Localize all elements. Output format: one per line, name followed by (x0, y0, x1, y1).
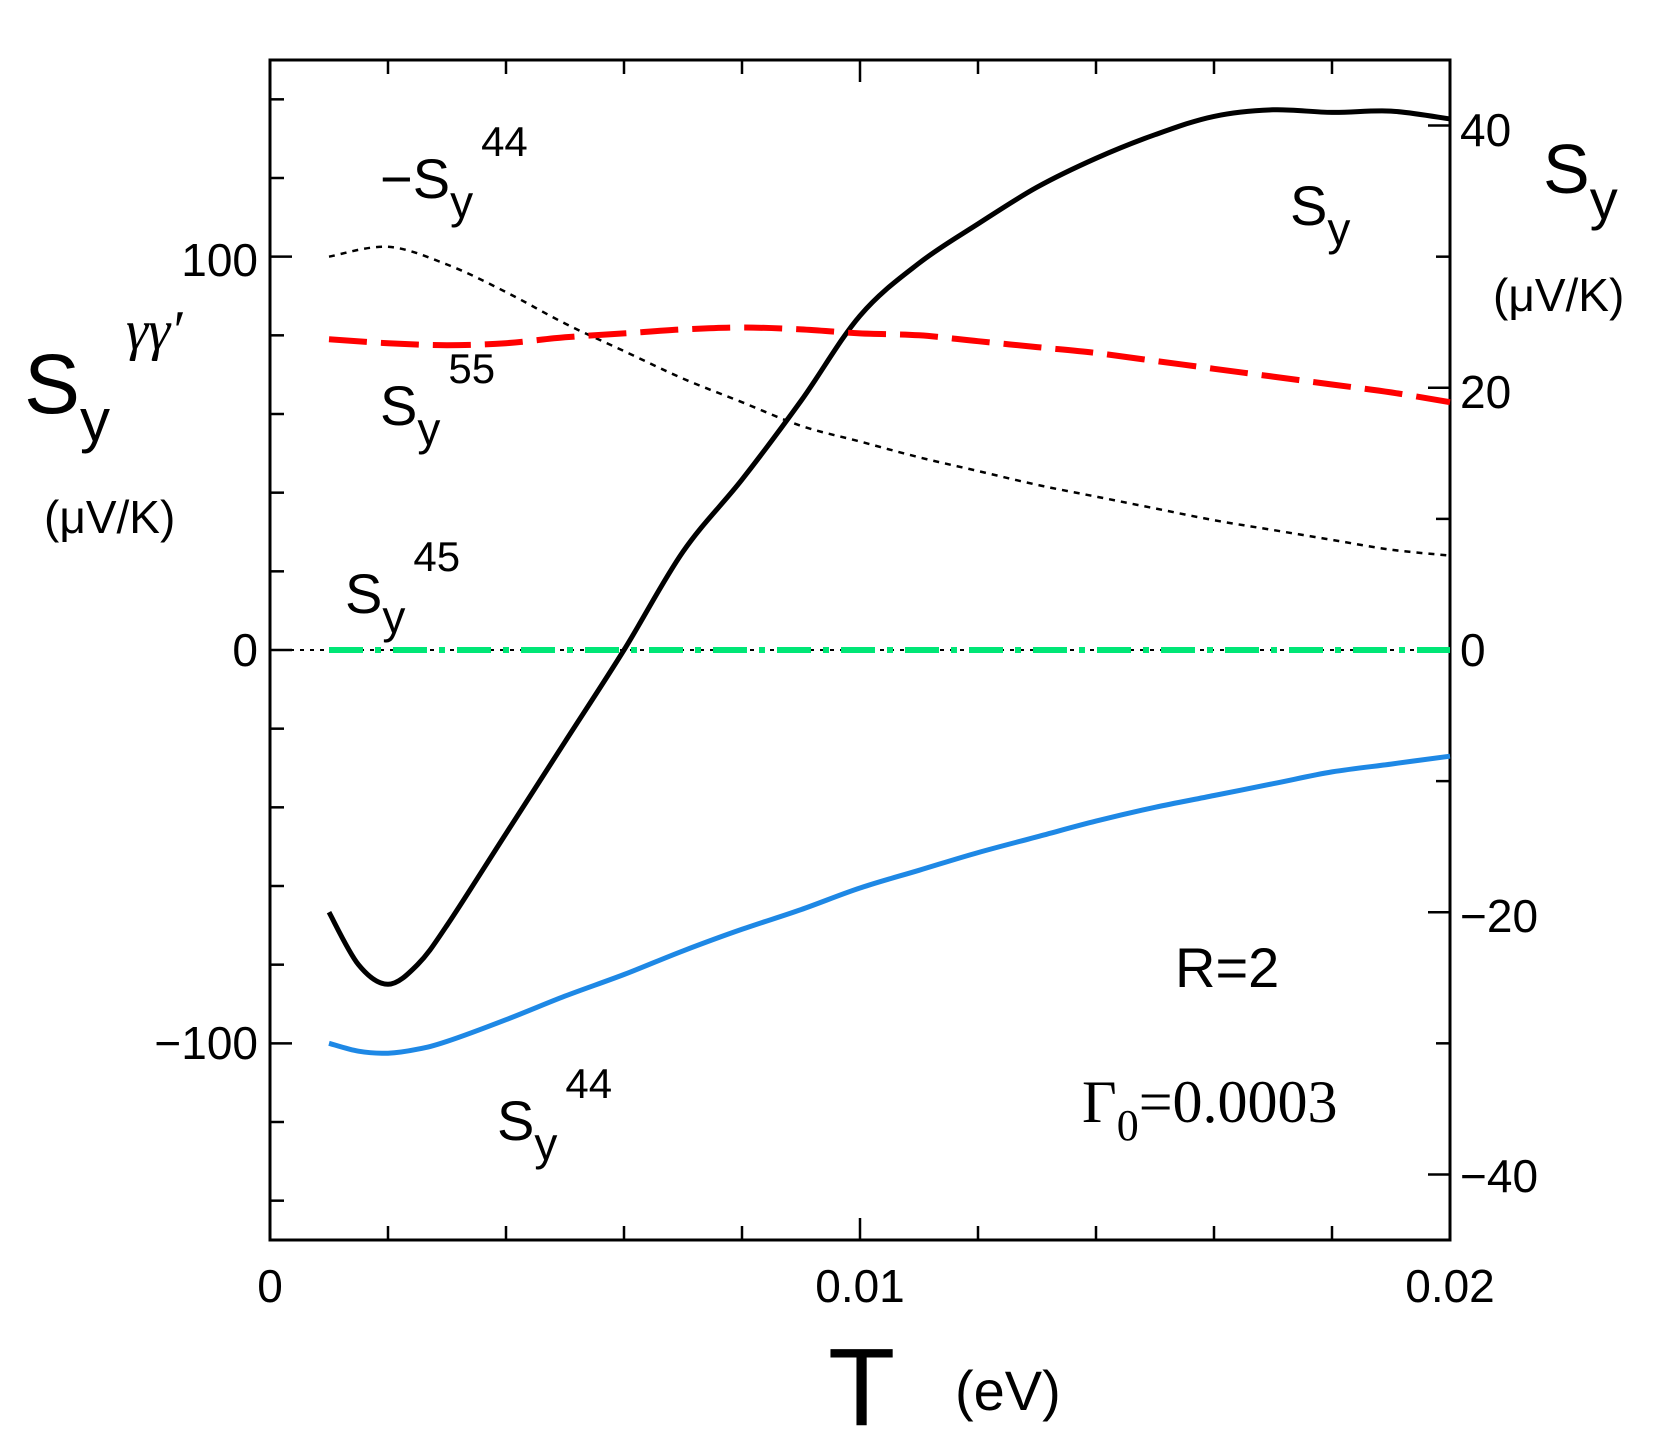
y-left-axis-title-sub: y (80, 387, 110, 454)
series-line-4 (328, 753, 1451, 1056)
y-right-axis-unit: (μV/K) (1493, 269, 1624, 321)
y-left-tick-label-0: 0 (232, 624, 258, 676)
y-left-axis-title: Sy γγ′ (24, 300, 183, 454)
y-left-axis-unit: (μV/K) (44, 491, 175, 543)
y-right-tick-label-minus20: −20 (1460, 890, 1538, 942)
label-s45: Sy45 (345, 533, 460, 643)
y-left-axis-title-sup: γγ′ (126, 300, 183, 362)
y-right-tick-label-minus40: −40 (1460, 1150, 1538, 1202)
label-s55: Sy55 (380, 345, 495, 455)
label-neg-s44: −Sy44 (380, 118, 528, 228)
y-left-tick-label-minus100: −100 (154, 1017, 258, 1069)
y-right-axis-title-base: S (1543, 130, 1590, 208)
x-tick-label-0.02: 0.02 (1405, 1260, 1495, 1312)
axis-ticks (268, 60, 1452, 1240)
y-left-axis-title-base: S (24, 337, 80, 431)
series-line-1 (328, 245, 1451, 557)
series-line-2 (328, 324, 1451, 406)
label-sy: Sy (1290, 174, 1350, 255)
series-layer (270, 107, 1451, 1056)
param-r: R=2 (1175, 936, 1279, 999)
x-axis-title-unit: (eV) (955, 1359, 1061, 1422)
x-axis-title-symbol: T (828, 1326, 895, 1439)
y-left-tick-label-100: 100 (181, 234, 258, 286)
y-right-tick-label-0: 0 (1460, 624, 1486, 676)
param-gamma: Γ0=0.0003 (1082, 1069, 1338, 1150)
x-tick-label-0.01: 0.01 (815, 1260, 905, 1312)
series-line-0 (326, 107, 1451, 987)
y-right-axis-title: Sy (1543, 130, 1618, 231)
y-right-tick-label-40: 40 (1460, 104, 1511, 156)
x-tick-label-0: 0 (257, 1260, 283, 1312)
y-right-axis-title-sub: y (1590, 168, 1618, 231)
label-s44: Sy44 (497, 1060, 612, 1170)
y-right-tick-label-20: 20 (1460, 366, 1511, 418)
